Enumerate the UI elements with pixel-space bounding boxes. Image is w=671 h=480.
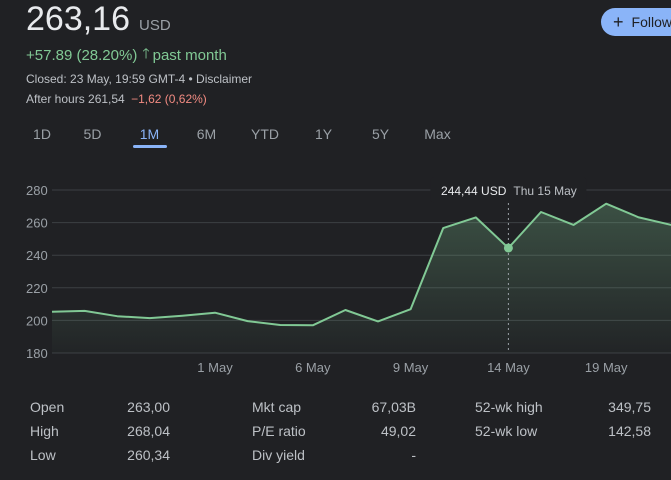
change-value: +57.89 (28.20%) — [26, 46, 138, 64]
y-tick-label: 280 — [26, 183, 48, 198]
stat-value-high: 268,04 — [127, 423, 170, 439]
closed-info: Closed: 23 May, 19:59 GMT-4 • Disclaimer — [26, 72, 253, 86]
tab-1m[interactable]: 1M — [132, 124, 167, 148]
after-hours-label: After hours 261,54 — [26, 92, 125, 106]
price-change: +57.89 (28.20%) 🡑 past month — [26, 43, 227, 67]
tab-6m[interactable]: 6M — [196, 126, 217, 142]
stat-value-div-yield: - — [411, 447, 416, 463]
stat-value-52-wk-low: 142,58 — [608, 423, 651, 439]
x-tick-label: 1 May — [197, 360, 233, 375]
y-tick-label: 200 — [26, 313, 48, 328]
x-tick-label: 9 May — [393, 360, 429, 375]
y-tick-label: 260 — [26, 216, 48, 231]
tab-5y[interactable]: 5Y — [371, 126, 390, 142]
stat-value-p-e-ratio: 49,02 — [380, 423, 416, 439]
y-tick-label: 220 — [26, 281, 48, 296]
stat-value-mkt-cap: 67,03B — [371, 399, 416, 415]
currency-label: USD — [139, 17, 171, 34]
current-price: 263,16 — [26, 0, 130, 38]
y-tick-label: 240 — [26, 248, 48, 263]
series-area — [52, 203, 671, 353]
tab-max[interactable]: Max — [424, 126, 451, 142]
stat-value-open: 263,00 — [127, 399, 170, 415]
x-tick-label: 6 May — [295, 360, 331, 375]
stat-label-mkt-cap: Mkt cap — [252, 399, 302, 415]
follow-label: Follow — [631, 14, 671, 30]
change-period: past month — [152, 46, 227, 64]
arrow-up-icon: 🡑 — [142, 45, 150, 61]
stat-label-52-wk-high: 52-wk high — [475, 399, 543, 415]
x-tick-label: 14 May — [487, 360, 530, 375]
after-hours-change: −1,62 (0,62%) — [131, 92, 207, 106]
stat-value-low: 260,34 — [127, 447, 170, 463]
stat-label-low: Low — [30, 447, 56, 463]
follow-button[interactable]: + Follow — [601, 8, 671, 36]
after-hours-info: After hours 261,54 −1,62 (0,62%) — [26, 92, 207, 106]
plus-icon: + — [613, 12, 624, 32]
stat-label-div-yield: Div yield — [252, 447, 305, 463]
tooltip-box — [430, 177, 587, 203]
hover-point[interactable] — [503, 243, 513, 253]
tooltip-date: Thu 15 May — [513, 184, 576, 198]
tab-1d[interactable]: 1D — [33, 126, 51, 142]
price-chart[interactable]: 280 260 240 220 200 180 1 May 6 May 9 May 14 May 1… — [0, 175, 671, 380]
tab-1y[interactable]: 1Y — [314, 126, 333, 142]
stat-label-high: High — [30, 423, 59, 439]
tab-ytd[interactable]: YTD — [251, 126, 279, 142]
y-tick-label: 180 — [26, 346, 48, 361]
price-header: 263,16 USD — [26, 0, 171, 38]
stat-label-p-e-ratio: P/E ratio — [252, 423, 306, 439]
x-tick-label: 19 May — [585, 360, 628, 375]
stat-value-52-wk-high: 349,75 — [608, 399, 651, 415]
stat-label-52-wk-low: 52-wk low — [475, 423, 538, 439]
range-tabs: 1D 5D 1M 6M YTD 1Y 5Y Max — [20, 124, 466, 148]
series-line[interactable] — [51, 202, 671, 327]
stat-label-open: Open — [30, 399, 65, 415]
tab-5d[interactable]: 5D — [83, 126, 102, 142]
tooltip-value: 244,44 USD — [441, 184, 507, 198]
